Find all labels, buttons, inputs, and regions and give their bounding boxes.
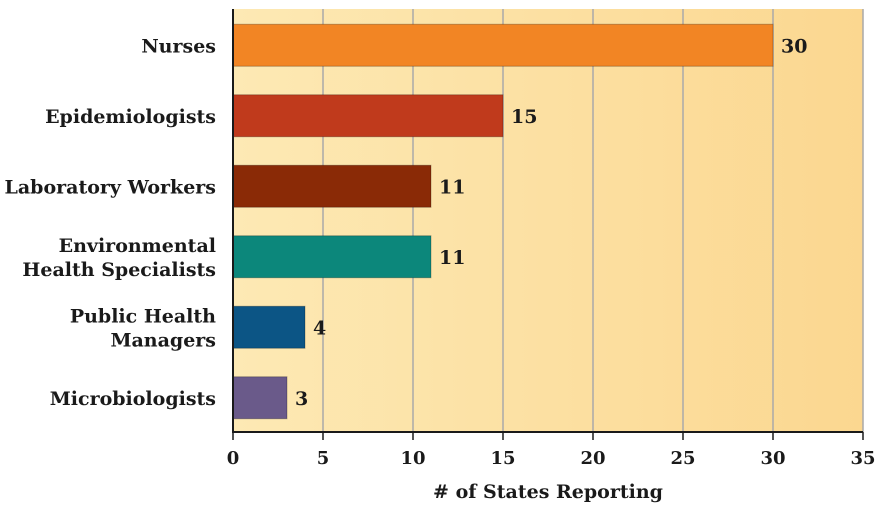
category-label: Environmental: [59, 235, 216, 257]
x-tick-label: 20: [580, 448, 605, 469]
bar: [232, 305, 306, 349]
x-tick-label: 25: [670, 448, 695, 469]
category-label: Epidemiologists: [45, 106, 216, 128]
gridlines: [322, 9, 864, 432]
value-label: 4: [313, 317, 326, 339]
value-label: 30: [781, 35, 807, 57]
category-label: Health Specialists: [22, 259, 216, 281]
value-label: 11: [439, 176, 465, 198]
value-label: 3: [295, 388, 308, 410]
x-axis-ticks: 0 5 10 15 20 25 30 35: [227, 432, 876, 469]
value-label: 11: [439, 247, 465, 269]
bar: [232, 235, 432, 279]
x-tick-label: 15: [490, 448, 515, 469]
x-tick-label: 5: [317, 448, 330, 469]
bar: [232, 376, 288, 420]
bar: [232, 94, 504, 138]
x-tick-label: 10: [400, 448, 425, 469]
value-label: 15: [511, 106, 537, 128]
value-labels: 30 15 11 11 4 3: [295, 35, 807, 410]
category-label: Laboratory Workers: [5, 176, 217, 198]
category-label: Microbiologists: [50, 388, 216, 410]
x-axis-label: # of States Reporting: [433, 481, 663, 503]
category-label: Nurses: [141, 35, 216, 57]
plot-background: [233, 9, 863, 432]
category-label: Public Health: [70, 305, 216, 327]
bar: [232, 23, 774, 67]
category-label: Managers: [110, 329, 216, 351]
category-labels: Nurses Epidemiologists Laboratory Workers E…: [5, 35, 217, 410]
x-tick-label: 35: [850, 448, 875, 469]
bar: [232, 164, 432, 208]
x-tick-label: 30: [760, 448, 785, 469]
bars: [232, 23, 774, 420]
x-tick-label: 0: [227, 448, 240, 469]
